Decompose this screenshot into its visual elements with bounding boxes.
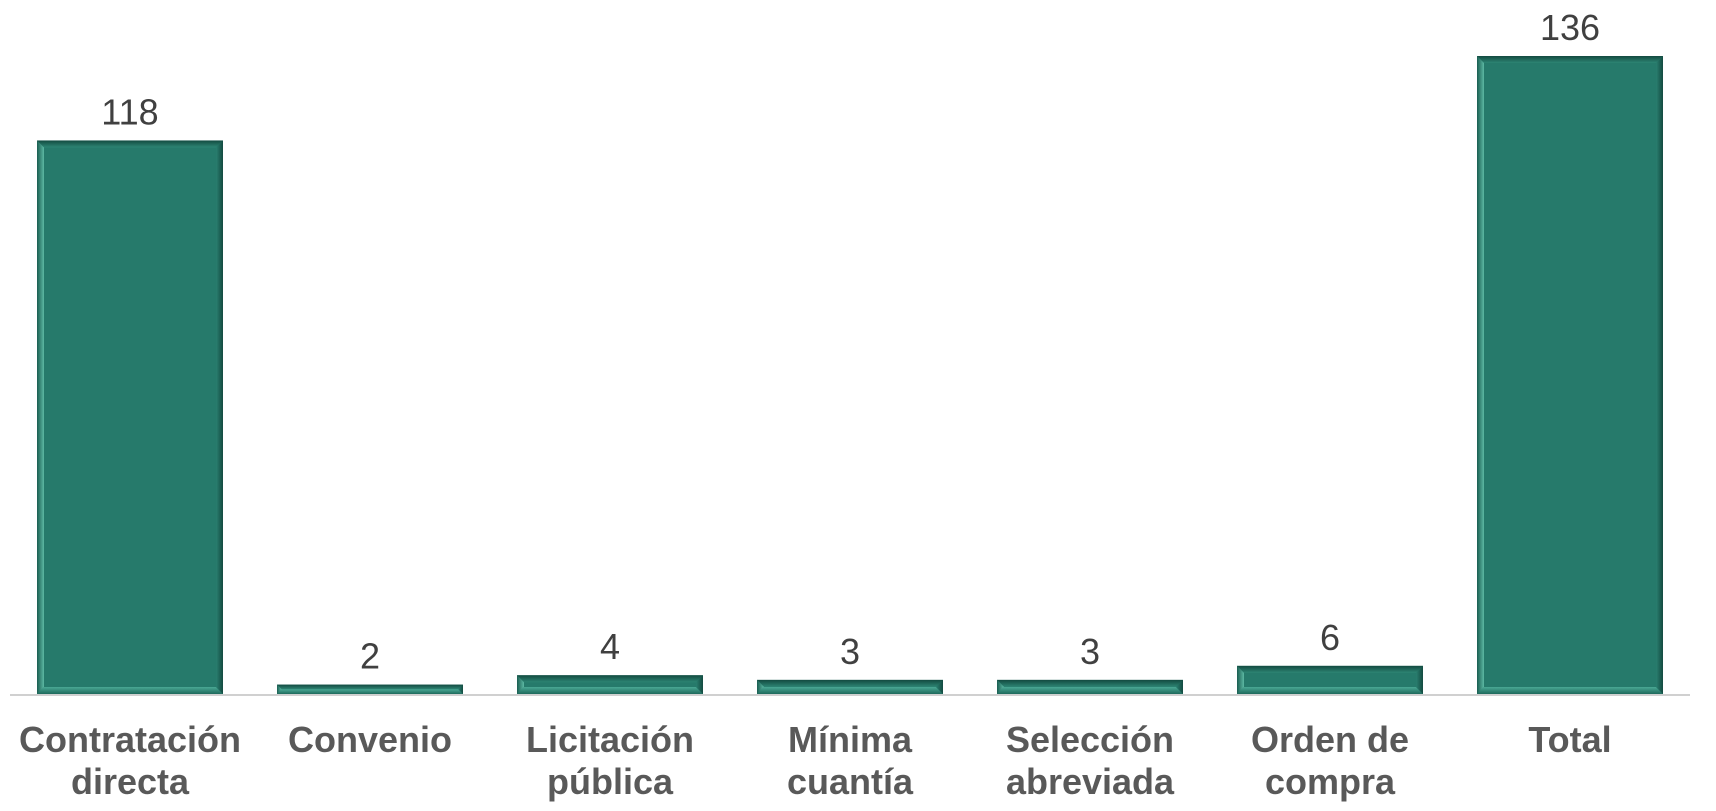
category-label-5: Orden de compra <box>1251 719 1409 802</box>
category-label-2: Licitación pública <box>526 719 694 802</box>
bar-0 <box>37 140 223 695</box>
value-label-6: 136 <box>1540 7 1600 48</box>
category-label-4: Selección abreviada <box>1006 719 1175 802</box>
bar-1 <box>277 684 463 694</box>
value-label-1: 2 <box>360 636 380 677</box>
category-label-1: Convenio <box>288 719 452 760</box>
bar-3 <box>757 679 943 694</box>
value-label-5: 6 <box>1320 617 1340 658</box>
category-label-6: Total <box>1528 719 1611 760</box>
bars-layer <box>37 56 1663 695</box>
value-label-2: 4 <box>600 626 620 667</box>
value-label-3: 3 <box>840 631 860 672</box>
bar-6 <box>1477 56 1663 694</box>
category-label-3: Mínima cuantía <box>787 719 914 802</box>
value-labels-layer: 118 2 4 3 3 6 136 <box>101 7 1600 677</box>
bar-5 <box>1237 665 1423 694</box>
bar-2 <box>517 675 703 694</box>
bar-4 <box>997 679 1183 694</box>
value-label-4: 3 <box>1080 631 1100 672</box>
category-label-0: Contratación directa <box>19 719 241 802</box>
category-labels-layer: Contratación directa Convenio Licitación púb… <box>19 719 1612 802</box>
value-label-0: 118 <box>101 91 158 132</box>
